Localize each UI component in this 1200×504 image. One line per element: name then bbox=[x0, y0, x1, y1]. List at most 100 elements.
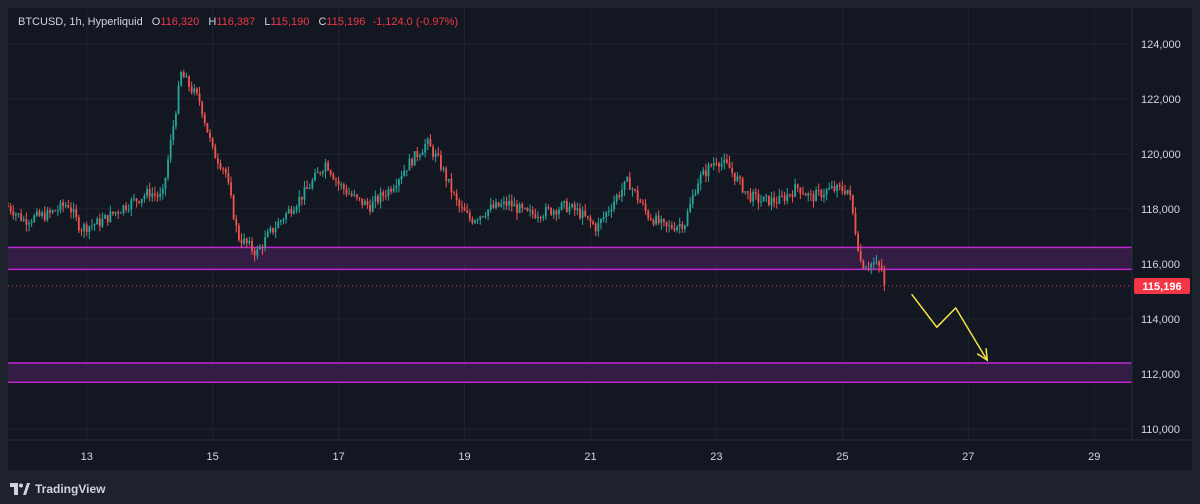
candle bbox=[673, 221, 676, 232]
candle-body bbox=[432, 146, 434, 157]
candle-body bbox=[749, 192, 752, 202]
candle-body bbox=[277, 221, 280, 229]
candle bbox=[30, 218, 33, 228]
candle-body bbox=[673, 228, 676, 231]
candle bbox=[686, 208, 689, 227]
candle-body bbox=[266, 231, 269, 238]
candle bbox=[794, 178, 797, 198]
candle bbox=[725, 153, 728, 165]
candle bbox=[741, 176, 744, 194]
candle-body bbox=[174, 113, 177, 127]
candle-body bbox=[833, 186, 836, 191]
candle-body bbox=[306, 186, 309, 189]
candle bbox=[353, 189, 356, 198]
candle-body bbox=[369, 205, 371, 212]
candle-body bbox=[584, 210, 587, 216]
candle-body bbox=[859, 250, 862, 261]
candle bbox=[636, 185, 639, 205]
price-chart[interactable]: 115,196 110,000 112,000 114,000 116,000 118,… bbox=[8, 8, 1192, 470]
candle-body bbox=[261, 246, 264, 249]
candle-body bbox=[104, 215, 106, 219]
candle-body bbox=[723, 159, 726, 164]
candle bbox=[348, 187, 351, 195]
candle bbox=[547, 204, 550, 211]
candle bbox=[366, 198, 369, 209]
candle bbox=[523, 207, 526, 210]
candle-body bbox=[836, 184, 839, 191]
candle bbox=[426, 137, 429, 151]
candle-body bbox=[537, 217, 539, 219]
candle bbox=[704, 163, 707, 183]
candle-body bbox=[434, 153, 437, 157]
candle bbox=[783, 191, 786, 205]
candle-body bbox=[781, 195, 783, 197]
candle-body bbox=[547, 207, 550, 209]
candle-body bbox=[531, 209, 534, 214]
candle-body bbox=[416, 151, 419, 157]
x-tick-label: 27 bbox=[962, 451, 974, 463]
change-value: -1,124.0 (-0.97%) bbox=[372, 16, 459, 28]
candle bbox=[660, 215, 663, 231]
candle bbox=[159, 187, 162, 201]
candle-body bbox=[694, 193, 697, 196]
candle-body bbox=[707, 164, 710, 177]
candle-body bbox=[371, 201, 374, 212]
candle-body bbox=[502, 201, 505, 204]
y-tick-label: 112,000 bbox=[1141, 369, 1180, 381]
y-tick-label: 114,000 bbox=[1141, 314, 1180, 326]
candle-body bbox=[332, 174, 335, 180]
candle-body bbox=[809, 193, 812, 195]
candle-body bbox=[796, 184, 799, 188]
candle bbox=[416, 147, 419, 162]
candle-body bbox=[327, 162, 330, 171]
candle-body bbox=[46, 210, 49, 221]
candle bbox=[518, 202, 521, 214]
candle-body bbox=[148, 189, 151, 197]
candle-body bbox=[363, 201, 366, 206]
candle bbox=[707, 162, 710, 182]
candle-body bbox=[476, 219, 479, 221]
candle-body bbox=[589, 217, 592, 222]
open-label: O bbox=[151, 16, 161, 28]
candle bbox=[684, 224, 686, 233]
candle-body bbox=[573, 204, 576, 211]
candle bbox=[505, 196, 508, 210]
candle bbox=[379, 187, 382, 209]
candle-body bbox=[636, 190, 639, 201]
candle bbox=[264, 230, 267, 252]
candle-body bbox=[791, 194, 794, 197]
candle bbox=[825, 187, 828, 201]
candle bbox=[266, 228, 269, 238]
candle-body bbox=[49, 210, 51, 213]
candle bbox=[689, 197, 692, 213]
candle-body bbox=[156, 195, 159, 197]
candle bbox=[773, 191, 776, 208]
candle-body bbox=[140, 198, 143, 203]
candle bbox=[676, 225, 678, 233]
candle-body bbox=[592, 221, 595, 225]
candle bbox=[846, 189, 849, 196]
candle-body bbox=[143, 195, 146, 199]
candle-body bbox=[778, 195, 781, 204]
candle bbox=[127, 204, 130, 214]
candle bbox=[209, 129, 211, 142]
chart-frame[interactable]: 115,196 110,000 112,000 114,000 116,000 118,… bbox=[8, 8, 1192, 470]
candle bbox=[319, 171, 322, 176]
candle bbox=[122, 204, 125, 216]
candle bbox=[521, 202, 524, 213]
candle bbox=[694, 189, 697, 197]
candle bbox=[458, 197, 461, 213]
candle bbox=[329, 169, 332, 177]
candle bbox=[558, 206, 560, 220]
candle-body bbox=[146, 189, 148, 196]
candle-body bbox=[639, 200, 642, 203]
candle-body bbox=[576, 208, 579, 211]
candle-body bbox=[12, 211, 15, 216]
candle-body bbox=[484, 215, 487, 217]
candle-body bbox=[867, 267, 870, 269]
candle bbox=[377, 193, 379, 206]
candle-body bbox=[311, 180, 314, 188]
candle-body bbox=[324, 162, 327, 172]
tradingview-branding[interactable]: TradingView bbox=[10, 480, 105, 498]
candle bbox=[269, 225, 272, 234]
